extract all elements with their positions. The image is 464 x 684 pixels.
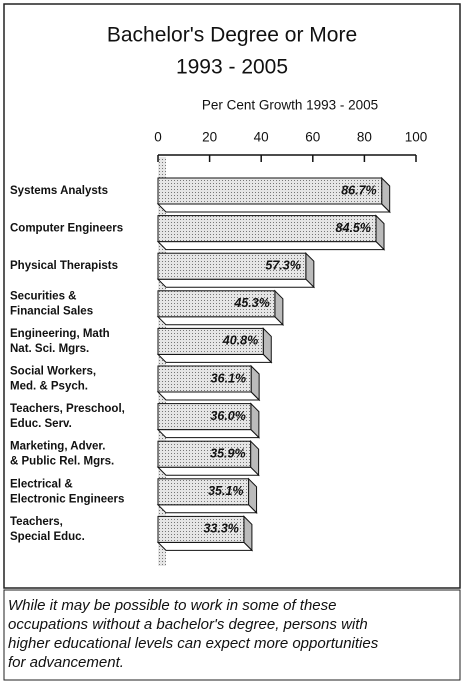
y-tick-label: Social Workers, xyxy=(10,366,96,378)
caption-frame xyxy=(3,589,461,681)
x-tick-label: 60 xyxy=(305,130,320,145)
bar-bottom xyxy=(156,429,261,439)
y-tick-label: Teachers, Preschool, xyxy=(10,403,125,415)
x-tick-label: 20 xyxy=(202,130,217,145)
y-tick-label: Special Educ. xyxy=(10,531,85,543)
y-tick-label: Computer Engineers xyxy=(10,223,123,235)
bar-bottom xyxy=(156,466,260,476)
y-tick-label: Physical Therapists xyxy=(10,260,118,272)
y-tick-label: Electrical & xyxy=(10,478,73,490)
y-tick-label: Educ. Serv. xyxy=(10,418,72,430)
value-label: 84.5% xyxy=(336,221,371,235)
value-label: 57.3% xyxy=(265,258,300,272)
axis-wall xyxy=(158,157,166,566)
chart-subtitle: Per Cent Growth 1993 - 2005 xyxy=(202,98,378,113)
y-tick-label: Nat. Sci. Mgrs. xyxy=(10,343,89,355)
bar-bottom xyxy=(156,353,273,363)
bar-bottom xyxy=(156,241,386,251)
value-label: 40.8% xyxy=(222,334,258,348)
value-label: 33.3% xyxy=(203,522,238,536)
y-tick-label: & Public Rel. Mgrs. xyxy=(10,456,114,468)
bar-bottom xyxy=(156,504,258,514)
y-tick-label: Systems Analysts xyxy=(10,185,108,197)
y-tick-label: Financial Sales xyxy=(10,305,93,317)
x-tick-label: 100 xyxy=(405,130,428,145)
caption: occupations without a bachelor's degree,… xyxy=(8,616,368,633)
value-label: 35.9% xyxy=(210,446,245,460)
bar xyxy=(157,515,245,543)
caption: While it may be possible to work in some… xyxy=(8,597,336,614)
bar xyxy=(157,365,252,393)
caption: higher educational levels can expect mor… xyxy=(8,635,379,652)
x-tick-label: 80 xyxy=(357,130,372,145)
bar xyxy=(157,177,383,205)
bar xyxy=(157,290,276,318)
bar xyxy=(157,252,307,280)
bar xyxy=(157,327,264,355)
value-label: 86.7% xyxy=(341,183,376,197)
x-tick-label: 0 xyxy=(154,130,162,145)
bar-bottom xyxy=(156,203,391,213)
y-tick-label: Securities & xyxy=(10,290,76,302)
value-label: 45.3% xyxy=(233,296,269,310)
chart-title: 1993 - 2005 xyxy=(176,56,288,79)
y-tick-label: Engineering, Math xyxy=(10,328,110,340)
y-tick-label: Med. & Psych. xyxy=(10,381,88,393)
bar-bottom xyxy=(156,541,254,551)
bar-bottom xyxy=(156,316,285,326)
value-label: 35.1% xyxy=(208,484,243,498)
chart-title: Bachelor's Degree or More xyxy=(107,24,357,47)
bar xyxy=(157,440,252,468)
bar xyxy=(157,215,377,243)
y-tick-label: Teachers, xyxy=(10,516,63,528)
bar-bottom xyxy=(156,391,261,401)
value-label: 36.0% xyxy=(210,409,245,423)
y-tick-label: Electronic Engineers xyxy=(10,493,124,505)
caption: for advancement. xyxy=(8,654,124,671)
bar xyxy=(157,478,250,506)
bar xyxy=(157,403,252,431)
value-label: 36.1% xyxy=(211,371,246,385)
x-tick-label: 40 xyxy=(254,130,269,145)
y-tick-label: Marketing, Adver. xyxy=(10,441,105,453)
bar-bottom xyxy=(156,278,316,288)
